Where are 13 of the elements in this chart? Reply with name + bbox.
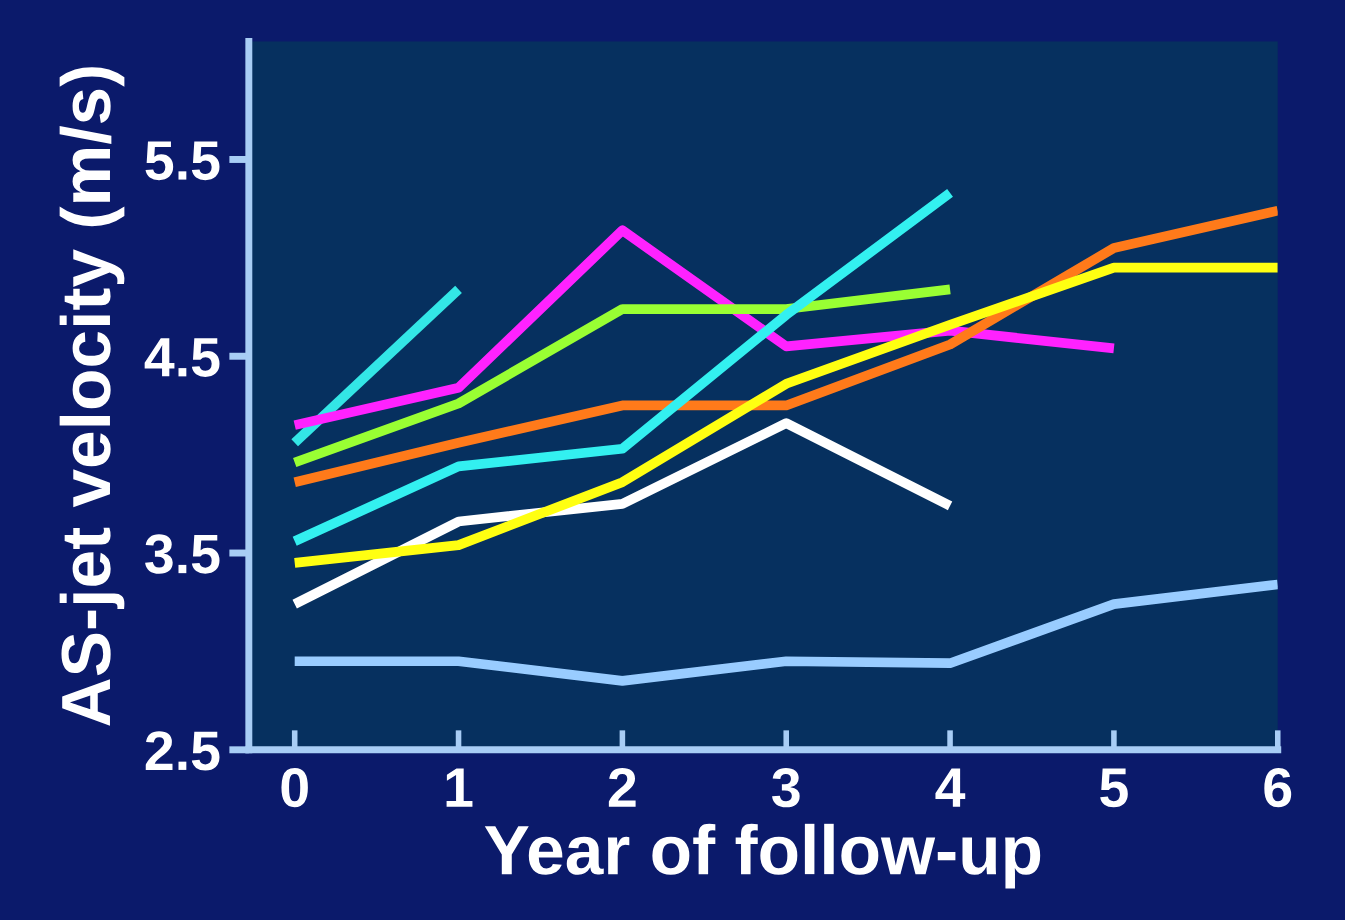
x-tick-label: 3	[772, 767, 800, 808]
x-tick-label: 0	[281, 767, 308, 808]
y-tick-label: 4.5	[144, 338, 220, 377]
y-tick-label: 3.5	[145, 534, 220, 574]
x-tick-label: 6	[1264, 767, 1292, 808]
y-axis-title: AS-jet velocity (m/s)	[59, 67, 125, 726]
x-tick-label: 4	[935, 768, 966, 807]
y-tick-label: 2.5	[145, 731, 220, 771]
x-tick-label: 2	[608, 767, 636, 807]
x-axis-title: Year of follow-up	[484, 823, 1041, 889]
y-tick-label: 5.5	[145, 141, 220, 181]
x-tick-label: 5	[1100, 768, 1128, 808]
x-tick-label: 1	[446, 768, 473, 807]
